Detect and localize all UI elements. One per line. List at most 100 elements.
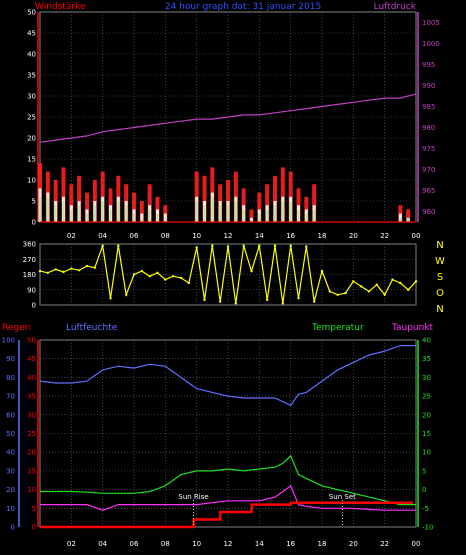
direction-point: [258, 244, 261, 247]
gust-bar: [312, 184, 317, 222]
gust-bar: [69, 184, 74, 222]
wind-tick-label: 40: [27, 51, 36, 59]
dir-tick-label: 0: [32, 302, 36, 310]
dir-tick-label: 180: [23, 271, 36, 279]
dir-tick-label: 270: [23, 256, 36, 264]
direction-point: [125, 293, 128, 296]
temp-tick-label: 30: [422, 374, 431, 382]
direction-point: [414, 280, 418, 283]
direction-point: [352, 280, 355, 283]
direction-point: [211, 244, 214, 247]
rain-line: [40, 501, 413, 529]
weather-panel-time-tick: 12: [224, 540, 233, 548]
direction-point: [305, 245, 308, 248]
direction-point: [117, 244, 120, 247]
direction-point: [328, 290, 331, 293]
rain-tick-label: 50: [27, 337, 36, 345]
direction-point: [156, 271, 159, 274]
gust-bar: [265, 184, 270, 222]
dir-tick-label: 90: [27, 286, 36, 294]
speed-bar: [211, 196, 214, 222]
temp-tick-label: 10: [422, 449, 431, 457]
gust-bar: [202, 175, 207, 222]
humidity-line: [39, 345, 416, 407]
rain-tick-label: 45: [27, 355, 36, 363]
temp-tick-label: 40: [422, 337, 431, 345]
direction-point: [109, 297, 112, 300]
direction-point: [219, 300, 222, 303]
speed-bar: [101, 201, 104, 222]
pressure-tick-label: 970: [422, 166, 435, 174]
wind-panel-time-tick: 14: [255, 232, 264, 240]
wind-panel-time-tick: 12: [224, 232, 233, 240]
direction-point: [344, 291, 347, 295]
temp-tick-label: 25: [422, 393, 431, 401]
wind-panel-time-tick: 02: [67, 232, 76, 240]
speed-bar: [266, 209, 269, 222]
gust-bar: [61, 167, 66, 222]
pressure-tick-label: 980: [422, 124, 435, 132]
wind-tick-label: 50: [27, 9, 36, 17]
direction-point: [383, 293, 386, 296]
speed-bar: [39, 196, 41, 222]
direction-point: [148, 275, 151, 278]
humidity-tick-label: 100: [2, 337, 15, 345]
direction-point: [313, 300, 316, 303]
gust-bar: [147, 184, 152, 222]
gust-bar: [280, 167, 285, 222]
direction-point: [289, 244, 292, 247]
gust-bar: [406, 209, 411, 222]
direction-point: [140, 269, 143, 273]
direction-point: [132, 273, 136, 276]
humidity-tick-label: 70: [6, 393, 15, 401]
direction-point: [62, 270, 65, 274]
humidity-tick-label: 10: [6, 505, 15, 513]
wind-axis-title: Windstärke: [35, 2, 86, 12]
rain-axis-title: Regen: [2, 323, 30, 333]
direction-point: [242, 244, 245, 247]
direction-point: [336, 293, 339, 296]
chart-title: 24 hour graph dat: 31 januar 2015: [165, 2, 321, 12]
humidity-axis-title: Luftfeuchte: [66, 323, 118, 333]
humidity-tick-label: 90: [6, 355, 15, 363]
rain-tick-label: 30: [27, 411, 36, 419]
wind-panel-time-tick: 22: [380, 232, 389, 240]
direction-point: [93, 266, 97, 269]
compass-label: W: [435, 256, 445, 267]
speed-bar: [297, 209, 300, 222]
dir-tick-label: 360: [23, 241, 36, 249]
sunset-label: Sun Set: [329, 493, 356, 501]
speed-bar: [227, 205, 229, 222]
rain-tick-label: 15: [27, 467, 36, 475]
direction-point: [54, 268, 57, 271]
weather-panel-time-tick: 14: [255, 540, 264, 548]
direction-point: [164, 278, 167, 281]
pressure-tick-label: 965: [422, 187, 435, 195]
direction-point: [375, 283, 378, 286]
direction-point: [360, 285, 363, 288]
humidity-tick-label: 0: [11, 524, 15, 532]
temp-tick-label: -5: [422, 505, 429, 513]
temp-tick-label: -10: [422, 524, 433, 532]
direction-point: [46, 271, 49, 274]
speed-bar: [234, 201, 237, 222]
wind-panel-time-tick: 00: [412, 232, 421, 240]
pressure-tick-label: 1000: [422, 40, 440, 48]
speed-bar: [125, 205, 128, 222]
gust-bar: [77, 175, 82, 222]
compass-label: O: [436, 288, 444, 299]
temp-tick-label: 15: [422, 430, 431, 438]
humidity-tick-label: 60: [6, 411, 15, 419]
weather-panel-time-tick: 00: [412, 540, 421, 548]
gust-bar: [273, 175, 277, 222]
direction-point: [407, 288, 410, 291]
speed-bar: [140, 217, 143, 222]
pressure-tick-label: 990: [422, 82, 435, 90]
direction-point: [273, 244, 277, 247]
rain-tick-label: 35: [27, 393, 36, 401]
speed-bar: [305, 213, 308, 222]
direction-point: [281, 302, 284, 305]
